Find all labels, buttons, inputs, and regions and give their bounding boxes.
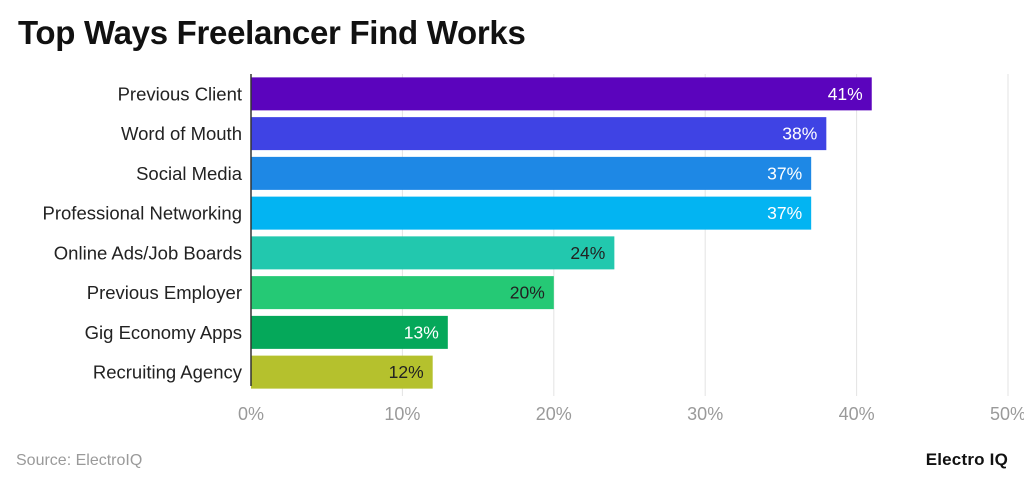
category-label: Professional Networking <box>43 203 242 224</box>
category-label: Social Media <box>136 163 243 184</box>
bar-value-label: 37% <box>767 203 802 223</box>
bar <box>251 77 872 111</box>
x-tick-label: 30% <box>687 404 723 424</box>
x-tick-label: 0% <box>238 404 264 424</box>
bars: 41% 38% 37% 37% 24% 20% 13% 12% <box>251 77 872 389</box>
source-note: Source: ElectroIQ <box>16 452 143 469</box>
category-label: Word of Mouth <box>121 123 242 144</box>
category-label: Previous Employer <box>87 282 242 303</box>
chart-title: Top Ways Freelancer Find Works <box>18 14 526 51</box>
category-label: Online Ads/Job Boards <box>54 242 242 263</box>
bar-value-label: 13% <box>404 322 439 342</box>
category-label: Previous Client <box>118 83 242 104</box>
category-label: Recruiting Agency <box>93 362 243 383</box>
x-tick-label: 40% <box>839 404 875 424</box>
bar <box>251 196 812 230</box>
bar <box>251 156 812 190</box>
bar-value-label: 41% <box>828 84 863 104</box>
bar-value-label: 12% <box>389 362 424 382</box>
bar-value-label: 38% <box>782 124 817 144</box>
category-labels: Previous Client Word of Mouth Social Media… <box>43 83 243 382</box>
bar <box>251 315 448 349</box>
bar-value-label: 37% <box>767 163 802 183</box>
bar <box>251 117 827 151</box>
x-tick-label: 10% <box>384 404 420 424</box>
brand-logo: Electro IQ <box>925 450 1008 469</box>
bar-value-label: 20% <box>510 283 545 303</box>
x-tick-label: 20% <box>536 404 572 424</box>
x-axis-ticks: 0% 10% 20% 30% 40% 50% <box>238 404 1024 424</box>
bar-value-label: 24% <box>570 243 605 263</box>
x-tick-label: 50% <box>990 404 1024 424</box>
bar <box>251 355 433 389</box>
bar <box>251 276 554 310</box>
category-label: Gig Economy Apps <box>85 322 242 343</box>
bar <box>251 236 615 270</box>
